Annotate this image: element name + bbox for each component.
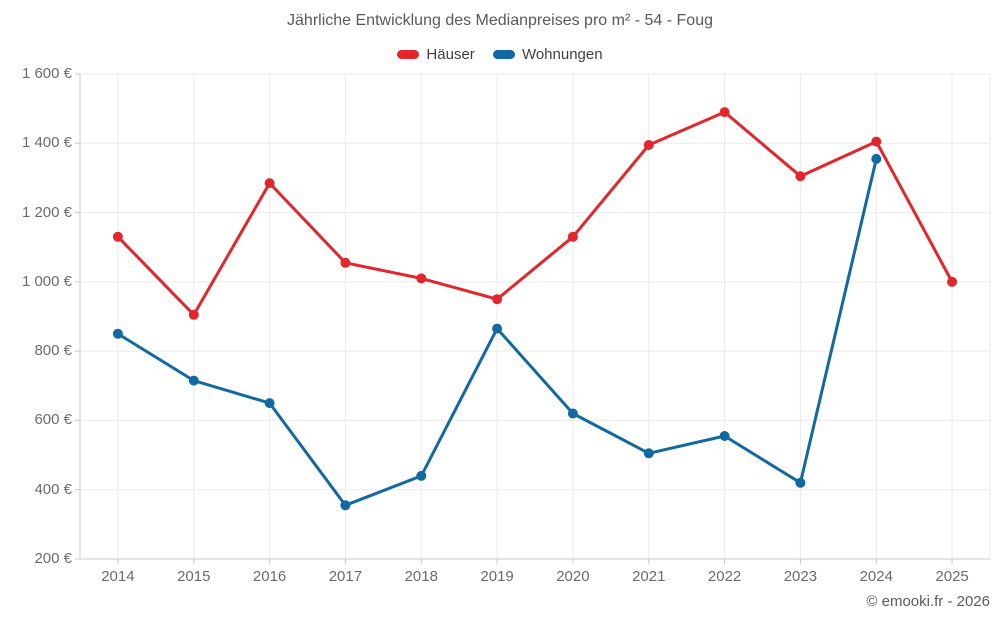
x-tick-label: 2024	[859, 568, 893, 585]
legend-item-wohnungen[interactable]: Wohnungen	[492, 46, 603, 63]
data-point-wohnungen[interactable]	[416, 470, 427, 481]
data-point-häuser[interactable]	[795, 171, 806, 182]
data-point-wohnungen[interactable]	[871, 153, 882, 164]
legend-label-haeuser: Häuser	[426, 46, 475, 63]
data-point-wohnungen[interactable]	[719, 431, 730, 441]
data-point-wohnungen[interactable]	[112, 328, 123, 339]
data-point-wohnungen[interactable]	[188, 375, 199, 386]
x-tick-label: 2021	[632, 568, 666, 585]
data-point-häuser[interactable]	[112, 231, 123, 242]
data-point-wohnungen[interactable]	[264, 398, 275, 409]
data-point-wohnungen[interactable]	[567, 408, 578, 419]
y-tick-label: 800 €	[34, 342, 72, 360]
data-point-häuser[interactable]	[492, 294, 503, 305]
series-line-häuser	[116, 110, 954, 317]
y-tick-label: 200 €	[34, 550, 72, 567]
x-tick-label: 2016	[252, 568, 287, 585]
copyright-text: © emooki.fr - 2026	[866, 593, 990, 610]
legend-swatch-red-icon	[397, 50, 420, 59]
y-tick-label: 600 €	[34, 411, 72, 429]
data-point-wohnungen[interactable]	[340, 500, 351, 511]
x-tick-label: 2025	[935, 568, 969, 585]
data-point-häuser[interactable]	[264, 178, 275, 189]
data-point-häuser[interactable]	[947, 276, 958, 287]
x-tick-label: 2019	[480, 568, 514, 585]
y-tick-label: 1 400 €	[21, 134, 72, 152]
data-point-häuser[interactable]	[567, 231, 578, 242]
x-tick-label: 2014	[101, 568, 135, 585]
data-point-häuser[interactable]	[643, 140, 654, 150]
data-point-häuser[interactable]	[340, 257, 351, 268]
data-point-häuser[interactable]	[188, 309, 199, 320]
y-tick-label: 400 €	[34, 480, 72, 498]
x-tick-label: 2023	[783, 568, 818, 585]
data-point-häuser[interactable]	[719, 107, 730, 118]
chart-legend: Häuser Wohnungen	[0, 46, 1000, 63]
y-tick-label: 1 600 €	[21, 65, 72, 82]
data-point-wohnungen[interactable]	[795, 477, 806, 488]
data-point-wohnungen[interactable]	[492, 323, 503, 334]
legend-swatch-blue-icon	[492, 50, 515, 59]
y-tick-label: 1 200 €	[21, 203, 72, 221]
data-point-häuser[interactable]	[871, 136, 882, 147]
x-tick-label: 2022	[707, 568, 742, 585]
x-tick-label: 2020	[556, 568, 590, 585]
data-point-wohnungen[interactable]	[643, 448, 654, 459]
y-tick-label: 1 000 €	[21, 272, 72, 290]
x-tick-label: 2018	[404, 568, 438, 585]
legend-item-haeuser[interactable]: Häuser	[397, 46, 475, 63]
chart-title: Jährliche Entwicklung des Medianpreises …	[287, 12, 713, 29]
x-tick-label: 2017	[328, 568, 363, 585]
legend-label-wohnungen: Wohnungen	[521, 46, 603, 63]
x-tick-label: 2015	[177, 568, 211, 585]
data-point-häuser[interactable]	[416, 273, 427, 284]
